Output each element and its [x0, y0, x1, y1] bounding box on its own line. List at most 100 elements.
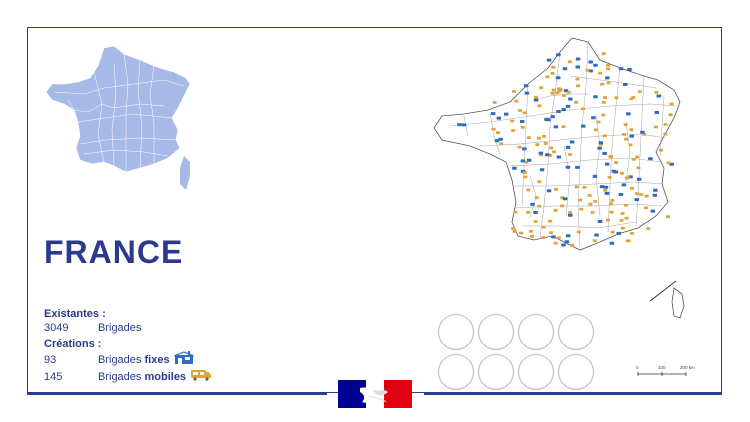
mobile-brigade-marker: [554, 188, 559, 191]
fixed-brigade-marker: [562, 197, 568, 201]
fixed-brigade-marker: [592, 174, 598, 178]
mobile-brigade-marker: [666, 215, 670, 218]
fixed-brigade-marker: [545, 153, 550, 157]
mobile-brigade-marker: [541, 236, 546, 239]
fixed-brigade-marker: [533, 98, 539, 102]
mobile-brigade-marker: [601, 52, 606, 56]
fixed-brigade-marker: [593, 63, 598, 67]
frame-bottom-left: [27, 393, 327, 395]
mobile-row: 145 Brigades mobiles: [44, 369, 212, 385]
existing-label: Brigades: [98, 322, 142, 334]
fixed-brigade-marker: [561, 243, 566, 247]
mobile-brigade-marker: [550, 72, 555, 75]
fixed-brigade-marker: [599, 185, 605, 189]
mobile-brigade-marker: [576, 84, 581, 88]
mobile-brigade-marker: [519, 231, 524, 235]
fixed-brigade-marker: [653, 188, 658, 192]
fixed-brigade-marker: [530, 202, 535, 206]
fixed-brigade-marker: [564, 240, 570, 244]
mobile-brigade-marker: [545, 75, 550, 79]
mobile-brigade-marker: [619, 219, 624, 222]
fixed-brigade-marker: [591, 116, 596, 120]
fixed-brigade-marker: [636, 177, 642, 181]
mobile-brigade-marker: [553, 241, 558, 245]
fixed-brigade-marker: [523, 84, 529, 88]
mobile-brigade-marker: [609, 210, 614, 214]
mobile-count: 145: [44, 371, 63, 383]
mobile-brigade-marker: [549, 146, 554, 150]
mobile-brigade-marker: [637, 90, 642, 93]
corsica-outline: [671, 287, 685, 319]
mobile-brigade-marker: [601, 113, 606, 117]
fixed-brigade-marker: [568, 97, 573, 101]
fixed-brigade-marker: [648, 157, 653, 161]
mobile-brigade-marker: [608, 155, 613, 159]
mobile-brigade-marker: [629, 232, 634, 235]
mobile-label-bold: mobiles: [144, 371, 187, 383]
france-mainland-outline: [433, 37, 681, 251]
france-departments-map: [433, 37, 685, 319]
fixed-brigade-marker: [611, 169, 616, 173]
mobile-brigade-marker: [542, 134, 547, 138]
mobile-brigade-marker: [628, 143, 633, 147]
mobile-brigade-marker: [593, 200, 598, 203]
mobile-brigade-marker: [491, 127, 496, 131]
brigade-stats: Existantes : 3049 Brigades Créations : 9…: [44, 305, 212, 385]
mobile-brigade-marker: [607, 176, 612, 179]
fixed-brigade-marker: [533, 211, 538, 214]
inset-map-2: ·: [478, 314, 514, 350]
fixed-brigade-marker: [520, 159, 526, 163]
inset-map-7: ·: [518, 354, 554, 390]
mobile-brigade-marker: [526, 211, 531, 214]
mobile-brigade-marker: [517, 145, 522, 149]
mobile-brigade-marker: [512, 90, 516, 93]
mobile-brigade-marker: [622, 133, 626, 136]
mobile-brigade-marker: [629, 128, 634, 132]
fixed-brigade-marker: [551, 235, 556, 239]
mobile-brigade-marker: [522, 111, 527, 115]
inset-maps: · · · · · · · ·: [438, 314, 598, 392]
fixed-brigade-marker: [498, 137, 503, 141]
mobile-brigade-marker: [534, 196, 539, 200]
mobile-brigade-marker: [643, 206, 648, 210]
fixed-brigade-marker: [496, 116, 502, 120]
mobile-brigade-marker: [496, 131, 500, 135]
mobile-brigade-marker: [551, 65, 556, 69]
fixed-brigade-marker: [539, 168, 545, 172]
fixed-brigade-marker: [522, 147, 527, 151]
mobile-brigade-marker: [557, 236, 561, 240]
inset-map-4: ·: [558, 314, 594, 350]
fixed-brigade-marker: [597, 146, 602, 150]
mobile-brigade-marker: [561, 125, 566, 128]
fixed-brigade-marker: [626, 112, 631, 116]
fixed-row: 93 Brigades fixes: [44, 351, 212, 369]
mobile-brigade-marker: [606, 67, 611, 71]
inset-map-5: ·: [438, 354, 474, 390]
fixed-brigade-marker: [634, 198, 639, 202]
fixed-brigade-marker: [457, 123, 462, 127]
mobile-brigade-marker: [614, 96, 619, 100]
fixed-brigade-marker: [512, 166, 517, 170]
mobile-brigade-marker: [539, 86, 544, 90]
fixed-brigade-marker: [544, 117, 549, 121]
mobile-brigade-marker: [603, 96, 607, 99]
fixed-brigade-marker: [575, 65, 580, 69]
mobile-brigade-van-icon: [190, 369, 212, 385]
fixed-brigade-marker: [593, 95, 598, 99]
mobile-brigade-marker: [562, 94, 566, 97]
mobile-label-prefix: Brigades: [98, 371, 142, 383]
mobile-brigade-marker: [608, 202, 613, 205]
mobile-brigade-marker: [514, 99, 519, 103]
fixed-brigade-marker: [588, 60, 593, 64]
mobile-brigade-marker: [590, 211, 595, 214]
mobile-brigade-marker: [639, 193, 644, 196]
mobile-brigade-marker: [574, 185, 579, 189]
mobile-brigade-marker: [557, 87, 562, 91]
scale-bar: 0 100 200 km: [636, 365, 696, 380]
mobile-brigade-marker: [526, 136, 531, 139]
mobile-brigade-marker: [581, 107, 585, 111]
mobile-brigade-marker: [533, 220, 538, 223]
fixed-brigade-marker: [519, 120, 525, 123]
mobile-brigade-marker: [593, 128, 598, 132]
mobile-brigade-marker: [570, 243, 575, 247]
